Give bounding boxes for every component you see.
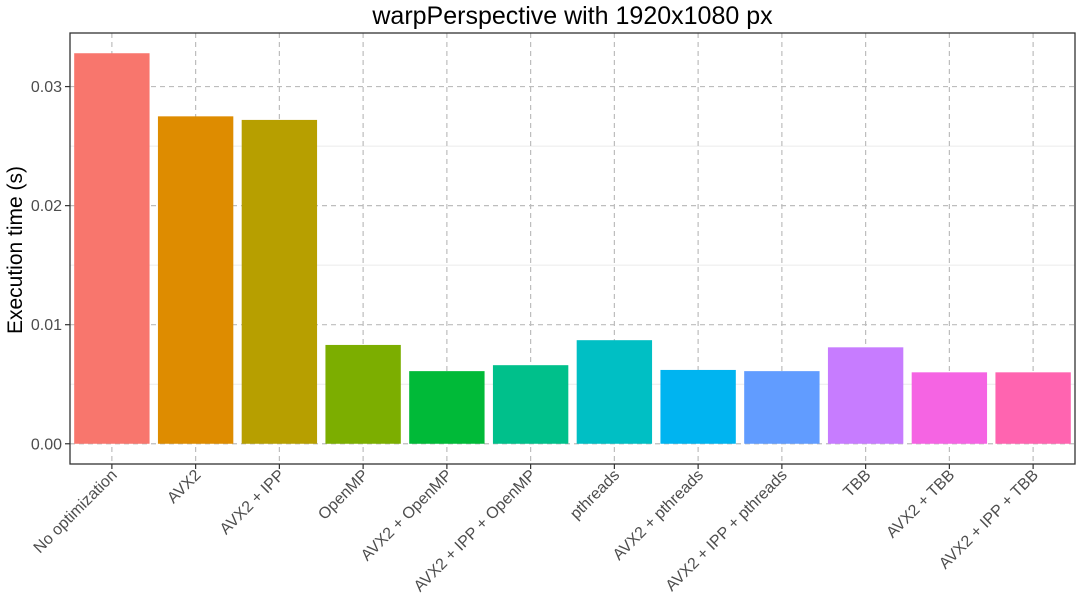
x-tick-label: OpenMP <box>315 467 372 524</box>
x-tick-label: pthreads <box>567 467 623 523</box>
panel-border <box>69 32 1076 465</box>
bar <box>492 365 569 444</box>
bar <box>325 344 401 444</box>
x-tick-label: TBB <box>840 467 874 501</box>
bar <box>911 372 988 444</box>
x-tick-label: AVX2 <box>164 467 204 507</box>
y-tick-label: 0.01 <box>31 317 62 334</box>
bar <box>827 347 904 444</box>
x-tick-label: AVX2 + pthreads <box>610 467 707 564</box>
bar <box>157 116 234 444</box>
chart-title: warpPerspective with 1920x1080 px <box>372 2 773 30</box>
bar <box>995 372 1071 444</box>
x-tick-label: AVX2 + TBB <box>883 467 958 542</box>
y-tick-label: 0.00 <box>31 436 62 453</box>
x-tick-label: AVX2 + IPP <box>217 467 288 538</box>
bar <box>74 53 150 444</box>
bar <box>241 119 318 444</box>
bar <box>660 369 736 444</box>
bar <box>409 371 485 444</box>
bar <box>576 340 653 444</box>
y-tick-label: 0.02 <box>31 198 62 215</box>
bar <box>744 371 820 444</box>
y-tick-label: 0.03 <box>31 79 62 96</box>
x-tick-label: No optimization <box>31 467 121 557</box>
x-tick-label: AVX2 + OpenMP <box>358 467 456 565</box>
